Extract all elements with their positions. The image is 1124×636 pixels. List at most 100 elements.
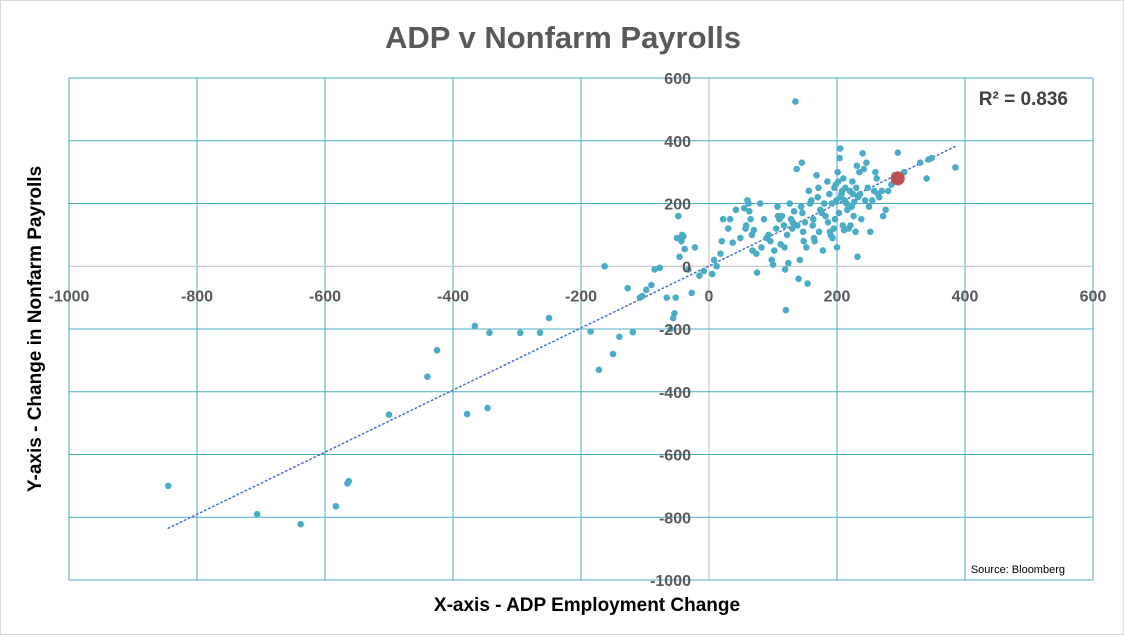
data-point bbox=[952, 164, 959, 171]
data-point bbox=[811, 237, 818, 245]
data-point bbox=[667, 325, 674, 333]
data-point bbox=[750, 226, 758, 234]
y-tick-label: 0 bbox=[682, 259, 691, 276]
x-tick-label: 600 bbox=[1080, 288, 1107, 305]
data-point bbox=[780, 222, 788, 229]
data-point bbox=[681, 245, 688, 253]
data-point bbox=[545, 314, 553, 322]
data-point bbox=[781, 266, 789, 273]
data-point bbox=[756, 200, 764, 207]
data-point bbox=[859, 150, 866, 157]
data-point bbox=[737, 234, 744, 242]
data-point bbox=[747, 215, 754, 223]
x-tick-labels: -1000 -800 -600 -400 -200 0 200 400 600 bbox=[49, 288, 1107, 305]
data-point bbox=[808, 197, 815, 204]
data-point bbox=[824, 178, 831, 185]
data-point bbox=[753, 250, 760, 257]
data-point bbox=[767, 237, 774, 245]
data-point bbox=[717, 250, 724, 257]
data-point bbox=[253, 510, 261, 518]
data-point bbox=[700, 267, 708, 275]
data-point bbox=[691, 244, 699, 251]
data-point bbox=[651, 266, 658, 273]
data-point bbox=[875, 193, 883, 201]
source-label: Source: Bloomberg bbox=[971, 564, 1065, 576]
data-point bbox=[609, 350, 617, 358]
data-point bbox=[783, 231, 791, 239]
data-point bbox=[769, 261, 777, 268]
data-point bbox=[726, 215, 734, 223]
x-tick-label: -400 bbox=[437, 288, 469, 305]
data-point bbox=[516, 329, 524, 337]
x-tick-label: -800 bbox=[181, 288, 213, 305]
chart-title: ADP v Nonfarm Payrolls bbox=[385, 20, 741, 55]
y-tick-label: 200 bbox=[664, 197, 691, 214]
data-point bbox=[745, 200, 752, 207]
data-point bbox=[781, 244, 788, 251]
data-point bbox=[829, 234, 836, 242]
data-point bbox=[486, 329, 493, 337]
data-point bbox=[345, 477, 352, 485]
data-point bbox=[834, 178, 842, 185]
data-point bbox=[639, 292, 646, 300]
data-point bbox=[595, 366, 603, 374]
data-point bbox=[843, 200, 850, 207]
data-point bbox=[802, 244, 810, 251]
data-point bbox=[680, 233, 687, 240]
data-point bbox=[724, 225, 732, 232]
data-point bbox=[798, 159, 806, 167]
data-point bbox=[861, 197, 869, 204]
data-point bbox=[836, 145, 844, 152]
data-point bbox=[799, 228, 807, 236]
data-point bbox=[884, 187, 892, 195]
data-point bbox=[484, 404, 491, 412]
data-point bbox=[863, 159, 870, 167]
data-point bbox=[836, 154, 843, 162]
data-point bbox=[852, 184, 860, 192]
data-point bbox=[799, 209, 806, 217]
data-point bbox=[729, 239, 736, 247]
data-point bbox=[872, 168, 879, 176]
data-point bbox=[864, 184, 872, 192]
data-point bbox=[815, 184, 822, 192]
data-point bbox=[882, 206, 889, 214]
data-point bbox=[676, 253, 683, 261]
y-tick-label: 600 bbox=[664, 71, 691, 88]
data-point bbox=[688, 289, 696, 297]
data-point bbox=[834, 168, 841, 176]
data-point bbox=[778, 212, 786, 220]
data-point bbox=[830, 225, 838, 232]
data-point bbox=[718, 237, 726, 245]
data-point bbox=[758, 244, 765, 251]
r-squared-label: R² = 0.836 bbox=[979, 89, 1068, 110]
data-points bbox=[164, 98, 959, 528]
data-point bbox=[856, 190, 864, 198]
y-tick-labels: 600 400 200 0 -200 -400 -600 -800 -1000 bbox=[650, 71, 691, 590]
gridlines bbox=[68, 77, 1094, 581]
x-tick-label: -600 bbox=[309, 288, 341, 305]
data-point bbox=[742, 222, 750, 229]
data-point bbox=[822, 212, 829, 220]
data-point bbox=[782, 306, 790, 314]
data-point bbox=[868, 197, 876, 204]
data-point bbox=[708, 270, 716, 278]
data-point bbox=[164, 482, 172, 490]
data-point bbox=[820, 200, 828, 207]
data-point bbox=[858, 215, 865, 223]
data-point bbox=[814, 193, 822, 201]
data-point bbox=[774, 203, 781, 210]
data-point bbox=[850, 198, 858, 206]
y-tick-label: -800 bbox=[659, 510, 691, 527]
x-tick-label: -200 bbox=[565, 288, 597, 305]
data-point bbox=[819, 247, 827, 254]
data-point bbox=[850, 212, 857, 220]
x-tick-label: 0 bbox=[705, 288, 714, 305]
data-point bbox=[719, 215, 727, 223]
y-tick-label: 400 bbox=[664, 134, 691, 151]
data-point bbox=[833, 244, 841, 251]
data-point bbox=[648, 281, 655, 289]
data-point bbox=[433, 347, 441, 354]
x-tick-label: -1000 bbox=[49, 288, 90, 305]
data-point bbox=[536, 329, 544, 337]
data-point bbox=[815, 228, 823, 236]
